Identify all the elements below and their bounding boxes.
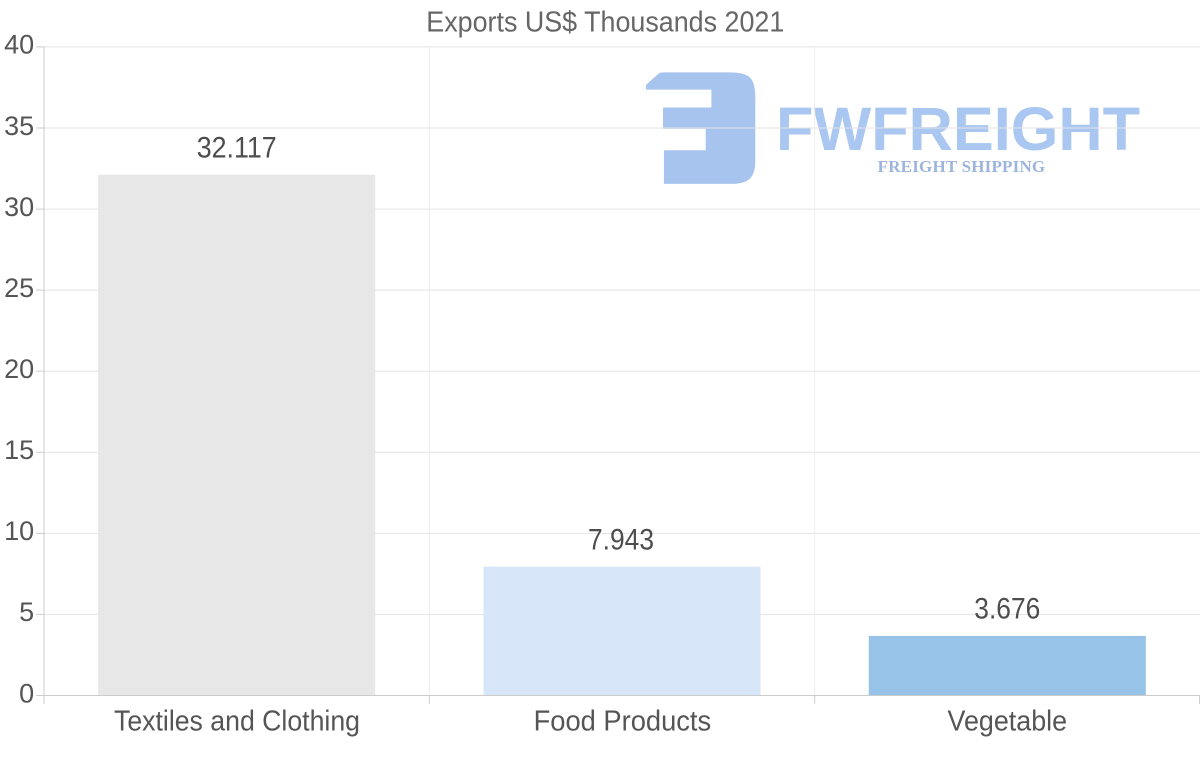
svg-text:FWFREIGHT: FWFREIGHT: [776, 95, 1140, 163]
svg-text:10: 10: [4, 516, 34, 546]
svg-text:35: 35: [4, 111, 34, 141]
svg-text:Food Products: Food Products: [534, 705, 712, 737]
svg-text:20: 20: [4, 354, 34, 384]
svg-text:5: 5: [19, 597, 34, 627]
svg-text:Vegetable: Vegetable: [948, 705, 1068, 737]
svg-text:0: 0: [19, 678, 34, 708]
svg-text:Textiles and Clothing: Textiles and Clothing: [114, 705, 360, 737]
svg-text:7.943: 7.943: [588, 523, 654, 556]
svg-text:15: 15: [4, 435, 34, 465]
svg-text:FREIGHT SHIPPING: FREIGHT SHIPPING: [878, 157, 1046, 176]
svg-text:40: 40: [4, 30, 34, 60]
svg-text:Exports US$ Thousands 2021: Exports US$ Thousands 2021: [426, 7, 784, 39]
svg-text:30: 30: [4, 192, 34, 222]
svg-text:32.117: 32.117: [197, 132, 277, 165]
svg-text:25: 25: [4, 273, 34, 303]
svg-text:3.676: 3.676: [974, 593, 1040, 626]
